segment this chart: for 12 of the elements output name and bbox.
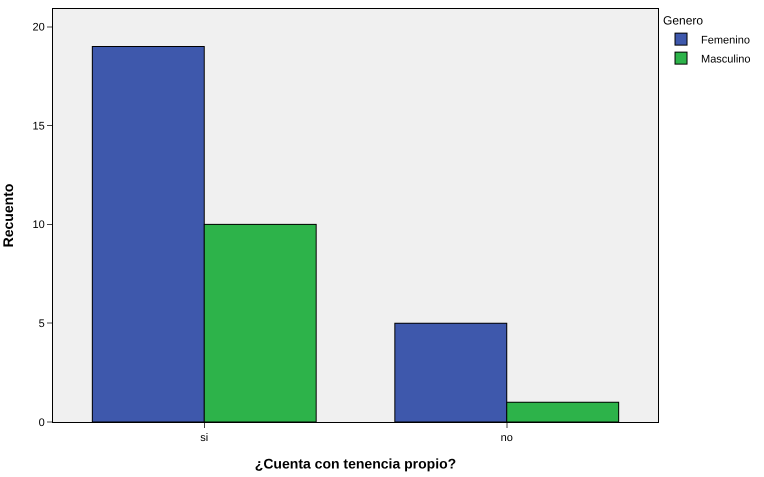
x-tick-label: no xyxy=(500,432,513,444)
y-axis-title: Recuento xyxy=(0,184,16,248)
y-tick-label: 10 xyxy=(32,219,45,232)
legend-title: Genero xyxy=(663,14,704,28)
y-tick-label: 15 xyxy=(32,120,45,132)
y-tick-label: 20 xyxy=(32,22,45,34)
legend-label: Masculino xyxy=(701,53,751,66)
legend-label: Femenino xyxy=(701,34,750,46)
x-tick-label: si xyxy=(200,432,208,444)
y-tick-label: 0 xyxy=(38,416,45,429)
x-axis-title: ¿Cuenta con tenencia propio? xyxy=(254,456,456,472)
y-tick-label: 5 xyxy=(38,318,45,330)
